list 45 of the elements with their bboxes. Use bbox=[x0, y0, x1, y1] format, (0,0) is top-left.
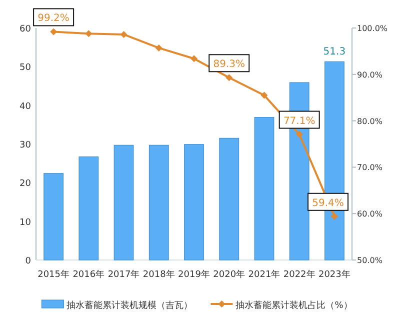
point bbox=[260, 92, 268, 99]
point bbox=[226, 74, 233, 82]
x-tick-label: 2017年 bbox=[108, 269, 140, 280]
x-tick-label: 2020年 bbox=[213, 269, 246, 280]
y-tick-label: 30 bbox=[20, 140, 32, 150]
y-tick-label: 40 bbox=[20, 102, 32, 112]
point bbox=[296, 130, 303, 138]
x-tick-label: 2022年 bbox=[283, 269, 316, 280]
bar bbox=[114, 144, 134, 260]
y2-tick-label: 50.0% bbox=[357, 256, 383, 265]
y2-tick-label: 80.0% bbox=[357, 116, 383, 126]
x-tick-label: 2016年 bbox=[72, 269, 105, 280]
data-label: 89.3% bbox=[213, 59, 245, 70]
bar bbox=[184, 144, 204, 260]
data-label: 59.4% bbox=[312, 198, 344, 209]
legend-label: 抽水蓄能累计装机规模（吉瓦） bbox=[66, 300, 193, 311]
data-label: 51.3 bbox=[323, 46, 346, 58]
data-label: 77.1% bbox=[283, 116, 316, 127]
point bbox=[120, 30, 128, 38]
bar bbox=[148, 144, 169, 260]
y2-tick-label: 100.0% bbox=[357, 24, 388, 33]
bar bbox=[219, 138, 240, 260]
y-tick-label: 50 bbox=[20, 63, 32, 74]
data-label: 99.2% bbox=[38, 13, 70, 24]
point bbox=[50, 28, 58, 36]
y-tick-label: 20 bbox=[20, 179, 32, 190]
x-tick-label: 2018年 bbox=[142, 269, 175, 280]
bar bbox=[44, 173, 64, 260]
y2-tick-label: 70.0% bbox=[357, 163, 383, 172]
y-tick-label: 60 bbox=[20, 24, 32, 34]
point bbox=[190, 55, 198, 62]
bar bbox=[254, 117, 274, 260]
x-tick-label: 2021年 bbox=[248, 269, 280, 280]
legend-label: 抽水蓄能累计装机占比（%） bbox=[236, 300, 352, 311]
x-tick-label: 2019年 bbox=[178, 269, 210, 280]
point bbox=[85, 30, 92, 38]
y2-tick-label: 60.0% bbox=[357, 210, 383, 219]
point bbox=[330, 212, 338, 220]
x-tick-label: 2015年 bbox=[38, 269, 70, 280]
y-tick-label: 0 bbox=[25, 256, 32, 266]
y2-tick-label: 90.0% bbox=[357, 70, 383, 80]
bar bbox=[78, 156, 99, 260]
y-tick-label: 10 bbox=[20, 218, 32, 228]
point bbox=[155, 44, 162, 52]
x-tick-label: 2023年 bbox=[318, 269, 350, 280]
